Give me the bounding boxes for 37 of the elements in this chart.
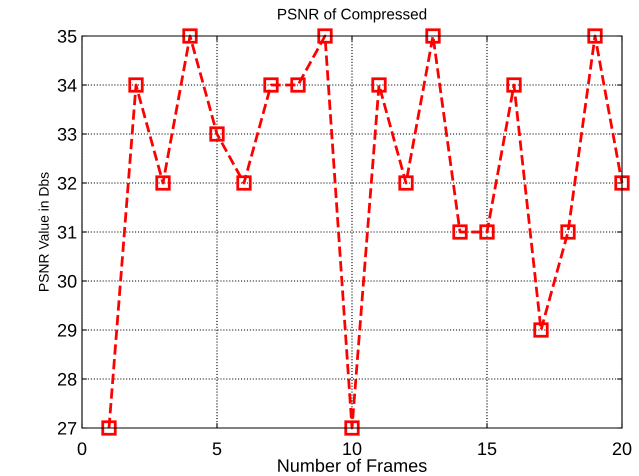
point <box>371 77 387 93</box>
y-axis-title: PSNR Value in Dbs <box>38 172 49 291</box>
y-tick-label: 27 <box>58 422 76 435</box>
point <box>128 77 144 93</box>
point <box>533 322 549 338</box>
point <box>398 175 414 191</box>
point <box>425 28 441 44</box>
y-tick-label: 35 <box>58 30 76 43</box>
chart-title: PSNR of Compressed <box>278 8 426 23</box>
point <box>236 175 252 191</box>
x-tick-label: 5 <box>212 442 222 456</box>
point <box>209 126 225 142</box>
x-tick-label: 20 <box>612 442 632 456</box>
point <box>587 28 603 44</box>
y-tick-label: 33 <box>58 128 76 141</box>
point <box>344 420 360 436</box>
point <box>182 28 198 44</box>
x-tick-label: 10 <box>343 442 362 456</box>
point <box>506 77 522 93</box>
point <box>101 420 117 436</box>
x-axis-title: Number of Frames <box>278 458 427 472</box>
point <box>452 224 468 240</box>
y-tick-label: 31 <box>58 226 76 239</box>
point <box>560 224 576 240</box>
point <box>614 175 630 191</box>
y-tick-label: 34 <box>58 78 77 92</box>
y-tick-label: 30 <box>58 274 76 288</box>
point <box>155 175 171 191</box>
point <box>317 28 333 44</box>
x-tick-label: 0 <box>78 442 86 456</box>
point <box>479 224 495 240</box>
point <box>290 77 306 93</box>
point <box>263 77 279 93</box>
y-tick-label: 28 <box>58 372 76 386</box>
x-tick-label: 15 <box>478 442 496 456</box>
y-tick-label: 29 <box>58 324 76 337</box>
y-tick-label: 32 <box>58 176 76 190</box>
